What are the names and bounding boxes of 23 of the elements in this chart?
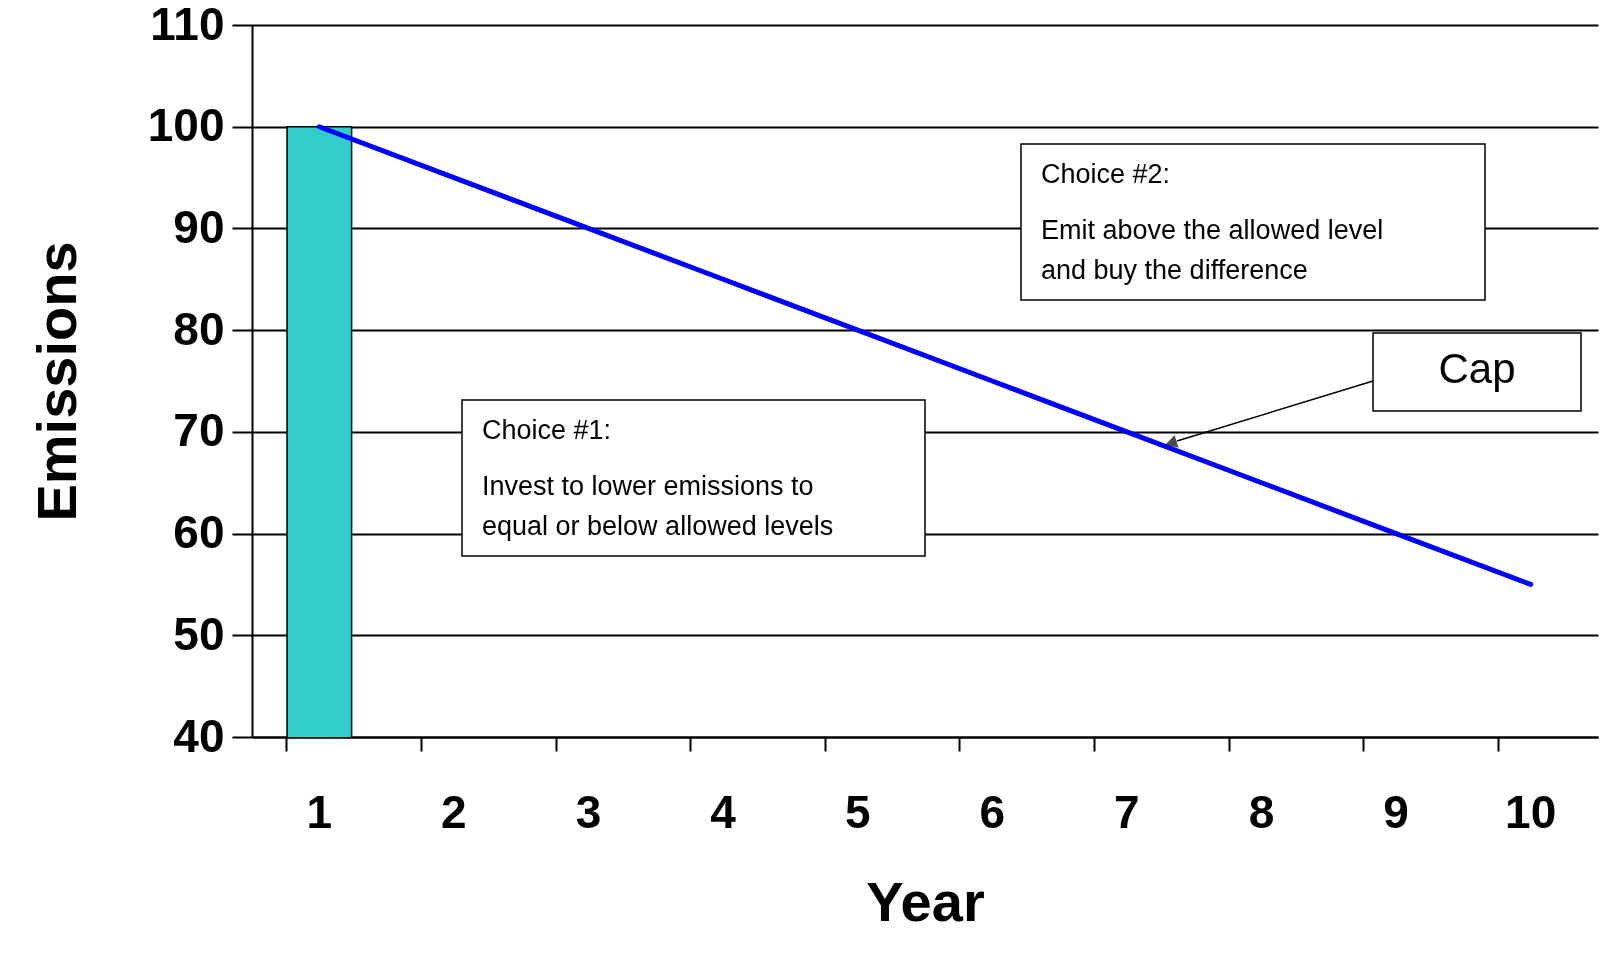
y-tick-label: 100 — [147, 99, 225, 152]
x-tick-label: 1 — [306, 785, 333, 838]
y-axis-title: Emissions — [24, 241, 88, 522]
y-tick-label: 110 — [150, 0, 225, 50]
y-tick-label: 90 — [173, 200, 225, 253]
y-tick-label: 50 — [173, 607, 225, 660]
y-tick-label: 60 — [173, 506, 225, 559]
x-tick-label: 5 — [844, 785, 871, 838]
annotation: Choice #2: Emit above the allowed level and buy the difference — [1041, 159, 1384, 285]
y-tick-label: 80 — [173, 302, 225, 355]
y-tick-label: 70 — [173, 404, 225, 457]
annotation: Choice #1: Invest to lower emissions to equal or below allowed levels — [482, 415, 834, 541]
x-axis-title: Year — [866, 869, 985, 933]
x-tick-label: 3 — [575, 785, 602, 838]
y-tick-label: 40 — [173, 709, 225, 762]
x-tick-label: 6 — [979, 785, 1006, 838]
x-tick-label: 4 — [710, 785, 737, 838]
x-tick-label: 10 — [1505, 785, 1557, 838]
annotation: Cap — [1438, 345, 1516, 392]
x-tick-label: 9 — [1383, 785, 1409, 838]
x-tick-label: 2 — [441, 785, 467, 838]
x-tick-label: 7 — [1114, 785, 1140, 838]
x-tick-label: 8 — [1248, 785, 1275, 838]
